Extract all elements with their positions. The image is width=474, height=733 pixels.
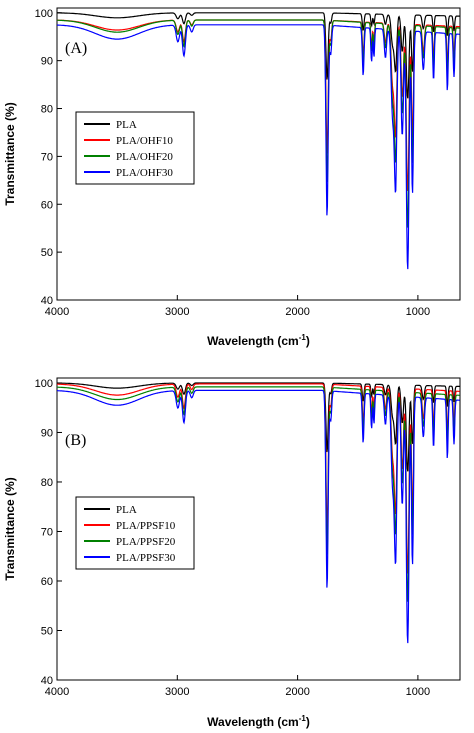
panel-label: (A)	[65, 40, 87, 57]
x-axis-title: Wavelength (cm-1)	[207, 333, 310, 348]
series-line-pla-ppsf20	[57, 386, 460, 602]
y-tick-label: 100	[35, 378, 53, 390]
legend-label: PLA	[116, 504, 137, 516]
legend-label: PLA/OHF30	[116, 167, 173, 179]
y-tick-label: 90	[41, 56, 53, 68]
series-line-pla-ppsf10	[57, 383, 460, 574]
chart-panel-0: 40 50 60 70 80 90 100 4000 3000 2000 1000 Transmitt…	[3, 7, 461, 348]
series-line-pla-ohf20	[57, 19, 460, 228]
series-line-pla	[57, 382, 460, 472]
legend: PLA PLA/OHF10 PLA/OHF20 PLA/OHF30	[75, 111, 195, 185]
x-axis-title: Wavelength (cm-1)	[207, 714, 310, 729]
chart-panel-1: 40 50 60 70 80 90 100 4000 3000 2000 1000 Transmitt…	[3, 377, 461, 729]
x-tick-label: 2000	[285, 306, 309, 318]
y-tick-label: 40	[41, 295, 53, 307]
legend-label: PLA	[116, 119, 137, 131]
y-tick-label: 90	[41, 427, 53, 439]
y-axis-title: Transmittance (%)	[3, 477, 17, 580]
y-axis-title: Transmittance (%)	[3, 102, 17, 205]
series-line-pla-ppsf30	[57, 389, 460, 644]
series-line-pla	[57, 12, 460, 99]
x-tick-label: 4000	[45, 306, 69, 318]
legend-label: PLA/PPSF30	[116, 552, 176, 564]
legend-label: PLA/OHF10	[116, 135, 173, 147]
y-tick-label: 60	[41, 576, 53, 588]
y-tick-label: 60	[41, 199, 53, 211]
x-tick-label: 2000	[285, 686, 309, 698]
plot-frame	[56, 7, 461, 301]
series-line-pla-ohf30	[57, 24, 460, 270]
x-tick-label: 3000	[165, 306, 189, 318]
y-tick-label: 100	[35, 8, 53, 20]
panel-label: (B)	[65, 432, 86, 449]
legend: PLA PLA/PPSF10 PLA/PPSF20 PLA/PPSF30	[75, 496, 195, 570]
y-tick-label: 80	[41, 477, 53, 489]
x-tick-label: 1000	[406, 306, 430, 318]
legend-label: PLA/PPSF20	[116, 536, 176, 548]
y-tick-label: 40	[41, 675, 53, 687]
y-tick-label: 80	[41, 104, 53, 116]
legend-label: PLA/PPSF10	[116, 520, 176, 532]
y-tick-label: 50	[41, 625, 53, 637]
x-tick-label: 3000	[165, 686, 189, 698]
legend-label: PLA/OHF20	[116, 151, 173, 163]
y-tick-label: 70	[41, 151, 53, 163]
x-tick-label: 1000	[406, 686, 430, 698]
y-tick-label: 70	[41, 526, 53, 538]
y-tick-label: 50	[41, 247, 53, 259]
plot-frame	[56, 377, 461, 681]
x-tick-label: 4000	[45, 686, 69, 698]
